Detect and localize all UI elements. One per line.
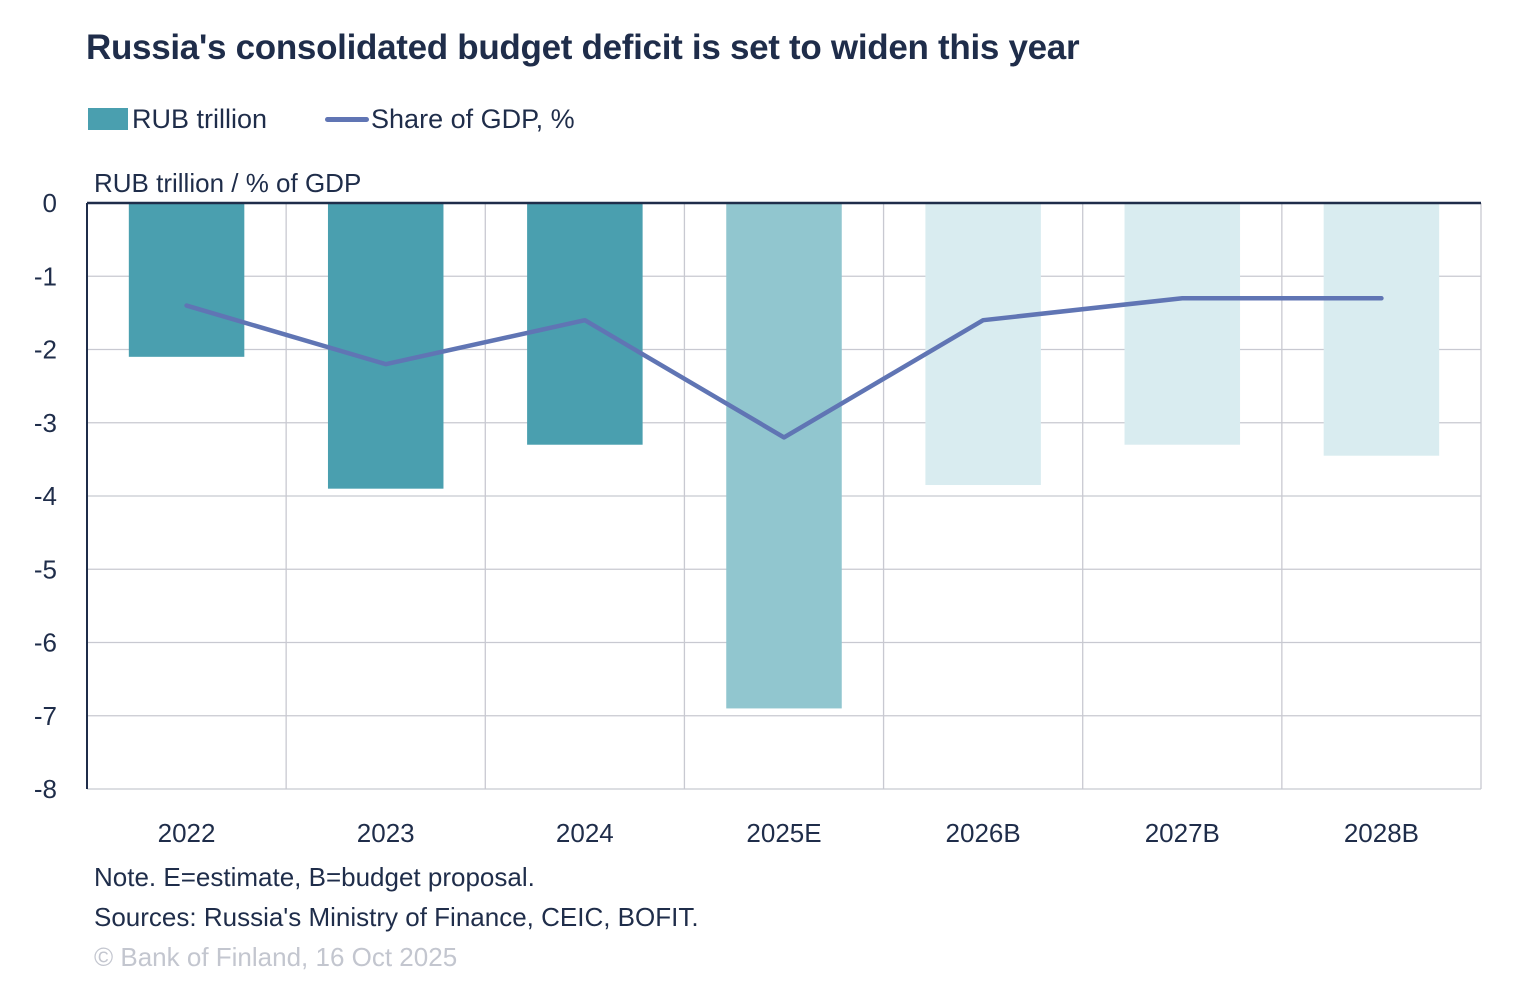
y-tick-label: -6	[34, 628, 57, 658]
y-tick-label: -2	[34, 335, 57, 365]
chart-legend: RUB trillion Share of GDP, %	[88, 102, 633, 136]
chart-note: Note. E=estimate, B=budget proposal.	[94, 862, 535, 892]
x-tick-labels: 2022 2023 2024 2025E 2026B 2027B 2028B	[158, 818, 1419, 848]
x-tick-label: 2025E	[746, 818, 821, 848]
legend-label-rub-trillion: RUB trillion	[132, 103, 268, 134]
chart-sources: Sources: Russia's Ministry of Finance, C…	[94, 902, 699, 932]
bar-series	[128, 203, 1440, 709]
axes	[86, 201, 1481, 789]
legend-item-rub-trillion: RUB trillion	[88, 104, 267, 135]
legend-line-swatch	[325, 116, 370, 122]
bar-2025E	[726, 203, 842, 709]
bar-2024	[527, 203, 643, 445]
chart-title: Russia's consolidated budget deficit is …	[86, 28, 1080, 67]
y-tick-label: -7	[34, 701, 57, 731]
x-tick-label: 2022	[158, 818, 216, 848]
y-tick-label: -8	[34, 774, 57, 804]
bar-2027B	[1124, 203, 1241, 445]
x-tick-label: 2023	[357, 818, 415, 848]
line-series	[184, 295, 1384, 440]
x-tick-label: 2027B	[1145, 818, 1220, 848]
y-tick-label: 0	[43, 188, 57, 218]
y-axis-label: RUB trillion / % of GDP	[94, 168, 362, 198]
legend-bar-swatch	[88, 108, 128, 130]
bar-2028B	[1323, 203, 1440, 456]
bar-2023	[327, 203, 444, 489]
x-tick-label: 2028B	[1344, 818, 1419, 848]
y-tick-labels: 0 -1 -2 -3 -4 -5 -6 -7 -8	[34, 188, 57, 804]
legend-label-share-of-gdp: Share of GDP, %	[371, 103, 575, 134]
chart-copyright: © Bank of Finland, 16 Oct 2025	[94, 942, 458, 972]
y-tick-label: -3	[34, 408, 57, 438]
y-tick-label: -4	[34, 481, 57, 511]
x-tick-label: 2026B	[946, 818, 1021, 848]
y-tick-label: -5	[34, 554, 57, 584]
bar-2022	[128, 203, 245, 357]
y-tick-label: -1	[34, 261, 57, 291]
legend-item-share-of-gdp: Share of GDP, %	[325, 104, 575, 135]
x-tick-label: 2024	[556, 818, 614, 848]
